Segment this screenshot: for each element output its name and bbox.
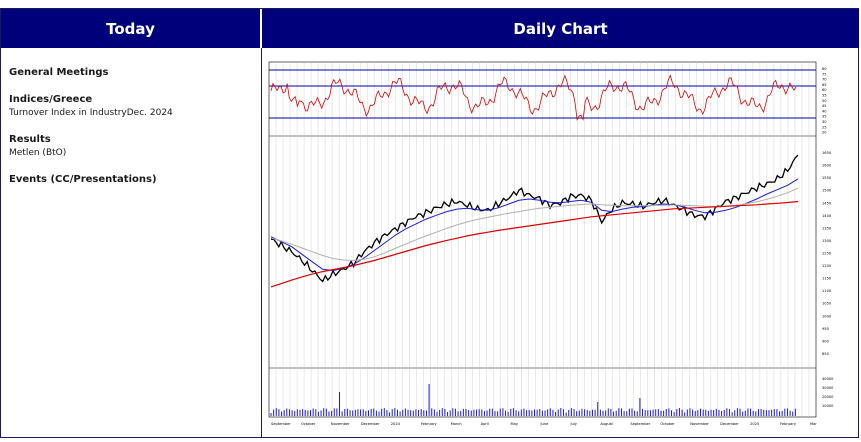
rsi-tick-label: 30 (822, 120, 827, 124)
events-section: Events (CC/Presentations) (9, 173, 253, 187)
x-month-label: December (361, 422, 380, 426)
x-month-label: November (331, 422, 350, 426)
price-line (271, 154, 799, 283)
x-month-label: Mar (810, 422, 817, 426)
price-tick-label: 1150 (822, 277, 832, 281)
rsi-line (270, 74, 797, 122)
results-title: Results (9, 134, 51, 145)
x-month-label: August (600, 422, 613, 426)
price-tick-label: 900 (822, 339, 830, 343)
x-month-label: 2024 (391, 422, 401, 426)
ma-short-line (270, 178, 799, 272)
indices-title: Indices/Greece (9, 94, 93, 105)
x-month-label: September (271, 422, 291, 426)
x-month-label: June (540, 422, 550, 426)
rsi-tick-label: 70 (822, 78, 827, 82)
price-tick-label: 1500 (822, 189, 832, 193)
rsi-tick-label: 40 (822, 109, 827, 113)
x-month-label: December (720, 422, 739, 426)
rsi-tick-label: 50 (822, 99, 827, 103)
daily-chart-header: Daily Chart (262, 9, 859, 48)
price-tick-label: 1200 (822, 264, 832, 268)
x-month-label: May (511, 422, 519, 426)
x-month-label: October (301, 422, 316, 426)
price-tick-label: 1550 (822, 176, 832, 180)
general-meetings-title: General Meetings (9, 67, 109, 78)
price-tick-label: 1450 (822, 201, 832, 205)
results-section: Results Metlen (BtO) (9, 133, 253, 160)
volume-tick-label: 40000 (822, 377, 834, 381)
indices-section: Indices/Greece Turnover Index in Industr… (9, 93, 253, 120)
x-month-label: March (451, 422, 462, 426)
x-month-label: February (421, 422, 438, 426)
price-tick-label: 1650 (822, 151, 832, 155)
rsi-tick-label: 45 (822, 104, 827, 108)
x-month-label: September (630, 422, 650, 426)
rsi-tick-label: 55 (822, 94, 827, 98)
price-tick-label: 1000 (822, 314, 832, 318)
volume-tick-label: 30000 (822, 386, 834, 390)
price-tick-label: 950 (822, 327, 830, 331)
rsi-tick-label: 75 (822, 72, 827, 76)
price-tick-label: 1400 (822, 214, 832, 218)
today-panel: General Meetings Indices/Greece Turnover… (1, 48, 262, 438)
daily-chart-panel: 80 75 70 65 60 55 50 45 40 35 30 25 20 1650 1600 1550 15… (263, 48, 859, 438)
rsi-tick-label: 35 (822, 115, 827, 119)
price-tick-label: 1300 (822, 239, 832, 243)
volume-tick-label: 10000 (822, 404, 834, 408)
x-month-label: February (780, 422, 797, 426)
general-meetings-section: General Meetings (9, 66, 253, 80)
ma-mid-line (270, 187, 799, 262)
price-tick-label: 1050 (822, 302, 832, 306)
rsi-tick-label: 65 (822, 83, 827, 87)
x-month-label: October (660, 422, 675, 426)
price-tick-label: 1600 (822, 164, 832, 168)
price-tick-label: 1350 (822, 226, 832, 230)
x-month-label: November (690, 422, 709, 426)
price-tick-label: 850 (822, 352, 830, 356)
events-title: Events (CC/Presentations) (9, 174, 157, 185)
main-frame: Today Daily Chart General Meetings Indic… (0, 8, 859, 438)
price-tick-label: 1100 (822, 289, 832, 293)
indices-item: Turnover Index in IndustryDec. 2024 (9, 108, 173, 118)
x-month-label: 2025 (750, 422, 759, 426)
x-month-label: July (569, 422, 577, 426)
results-item: Metlen (BtO) (9, 148, 67, 158)
x-month-label: April (481, 422, 489, 426)
rsi-tick-label: 25 (822, 125, 827, 129)
rsi-tick-label: 60 (822, 88, 827, 92)
rsi-tick-label: 20 (822, 131, 827, 135)
today-header: Today (1, 9, 261, 48)
rsi-tick-label: 80 (822, 67, 827, 71)
ma-long-line (270, 200, 799, 288)
volume-tick-label: 20000 (822, 395, 834, 399)
price-tick-label: 1250 (822, 252, 832, 256)
